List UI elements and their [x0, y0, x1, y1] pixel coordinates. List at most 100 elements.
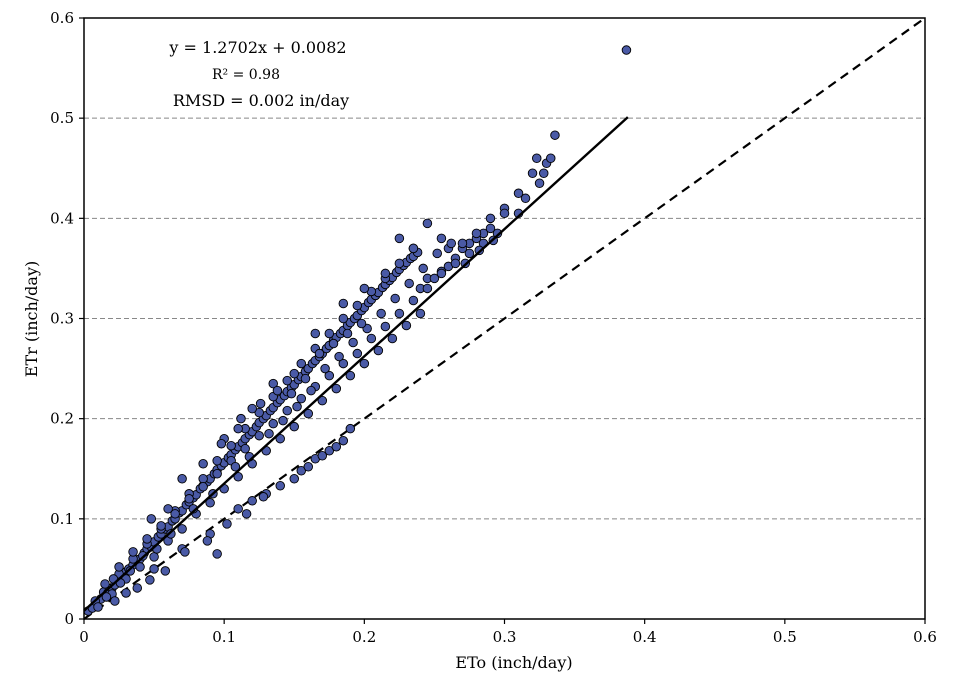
data-point: [230, 461, 241, 472]
data-point: [247, 496, 257, 506]
data-point: [621, 45, 632, 55]
y-tick-label: 0.2: [50, 410, 74, 428]
data-point: [202, 536, 213, 546]
data-point: [331, 383, 342, 394]
data-point: [240, 443, 250, 454]
data-point: [166, 529, 176, 539]
data-point: [247, 403, 257, 414]
data-point: [170, 509, 180, 519]
data-point: [394, 233, 405, 244]
data-point: [310, 328, 321, 339]
r-squared-annotation: R² = 0.98: [212, 67, 280, 83]
data-point: [338, 298, 349, 309]
data-point: [314, 348, 325, 359]
data-point: [422, 283, 433, 294]
data-point: [125, 566, 136, 576]
data-point: [352, 300, 363, 311]
data-point: [258, 492, 269, 502]
data-point: [534, 178, 545, 189]
data-point: [331, 441, 342, 452]
data-point: [334, 351, 344, 362]
data-point: [212, 549, 222, 559]
y-tick-label: 0.1: [50, 510, 74, 528]
data-point: [289, 368, 300, 379]
data-point: [317, 450, 328, 461]
x-axis-title: ETo (inch/day): [455, 653, 572, 672]
x-tick-label: 0: [79, 628, 89, 646]
data-point: [324, 370, 335, 381]
data-point: [345, 370, 356, 381]
data-point: [233, 504, 243, 514]
data-point: [93, 602, 103, 612]
data-point: [317, 395, 328, 406]
data-point: [226, 440, 236, 451]
data-point: [296, 466, 307, 476]
data-point: [380, 268, 391, 279]
x-tick-label: 0.3: [493, 628, 517, 646]
data-point: [415, 308, 426, 319]
data-point: [198, 482, 208, 492]
data-point: [146, 514, 157, 524]
data-point: [216, 438, 227, 449]
data-point: [429, 273, 440, 284]
data-point: [233, 423, 243, 434]
data-point: [366, 333, 377, 344]
data-point: [296, 358, 307, 369]
data-point: [328, 338, 339, 349]
tick-layer: 0 0.1 0.2 0.3 0.4 0.5 0.6 0 0.1 0.2 0.3 0.4 0.5 0.6: [50, 9, 937, 646]
data-point: [324, 328, 335, 339]
data-point: [205, 498, 215, 508]
data-point: [376, 308, 386, 319]
data-point: [212, 469, 222, 479]
data-point: [145, 575, 155, 585]
data-point: [163, 504, 173, 514]
data-point: [538, 168, 549, 179]
data-point: [114, 562, 124, 572]
data-point: [485, 213, 496, 224]
data-point: [408, 295, 419, 306]
data-point: [436, 268, 447, 279]
data-point: [546, 153, 556, 163]
data-point: [436, 233, 447, 244]
one-to-one-line: [83, 17, 926, 620]
data-point: [212, 455, 222, 466]
data-point: [254, 407, 264, 418]
data-point: [303, 461, 314, 472]
data-point: [268, 378, 278, 389]
data-point: [264, 428, 274, 439]
data-point: [286, 388, 297, 399]
data-point: [485, 223, 496, 234]
data-point: [292, 401, 302, 412]
data-point: [418, 263, 428, 274]
data-point: [135, 562, 145, 572]
data-point: [359, 283, 370, 294]
x-tick-label: 0.4: [633, 628, 657, 646]
data-point: [471, 228, 482, 239]
data-points-layer: [83, 45, 632, 616]
data-point: [303, 408, 314, 419]
fit-line-layer: [83, 116, 629, 612]
data-point: [394, 308, 405, 319]
reference-line-layer: [83, 17, 926, 620]
data-point: [128, 547, 138, 557]
x-tick-label: 0.2: [352, 628, 376, 646]
y-tick-label: 0.6: [50, 9, 74, 27]
data-point: [446, 238, 456, 249]
data-point: [320, 363, 330, 374]
data-point: [531, 153, 542, 163]
data-point: [289, 421, 300, 432]
y-tick-label: 0.5: [50, 109, 74, 127]
data-point: [338, 435, 349, 446]
regression-line: [83, 116, 629, 612]
data-point: [387, 333, 398, 344]
data-point: [348, 337, 358, 348]
equation-annotation: y = 1.2702x + 0.0082: [168, 38, 346, 57]
data-point: [198, 458, 208, 469]
data-point: [289, 474, 300, 484]
data-point: [373, 345, 384, 356]
data-point: [550, 130, 560, 140]
y-tick-label: 0.4: [50, 209, 74, 227]
data-point: [177, 524, 187, 534]
data-point: [520, 193, 531, 204]
